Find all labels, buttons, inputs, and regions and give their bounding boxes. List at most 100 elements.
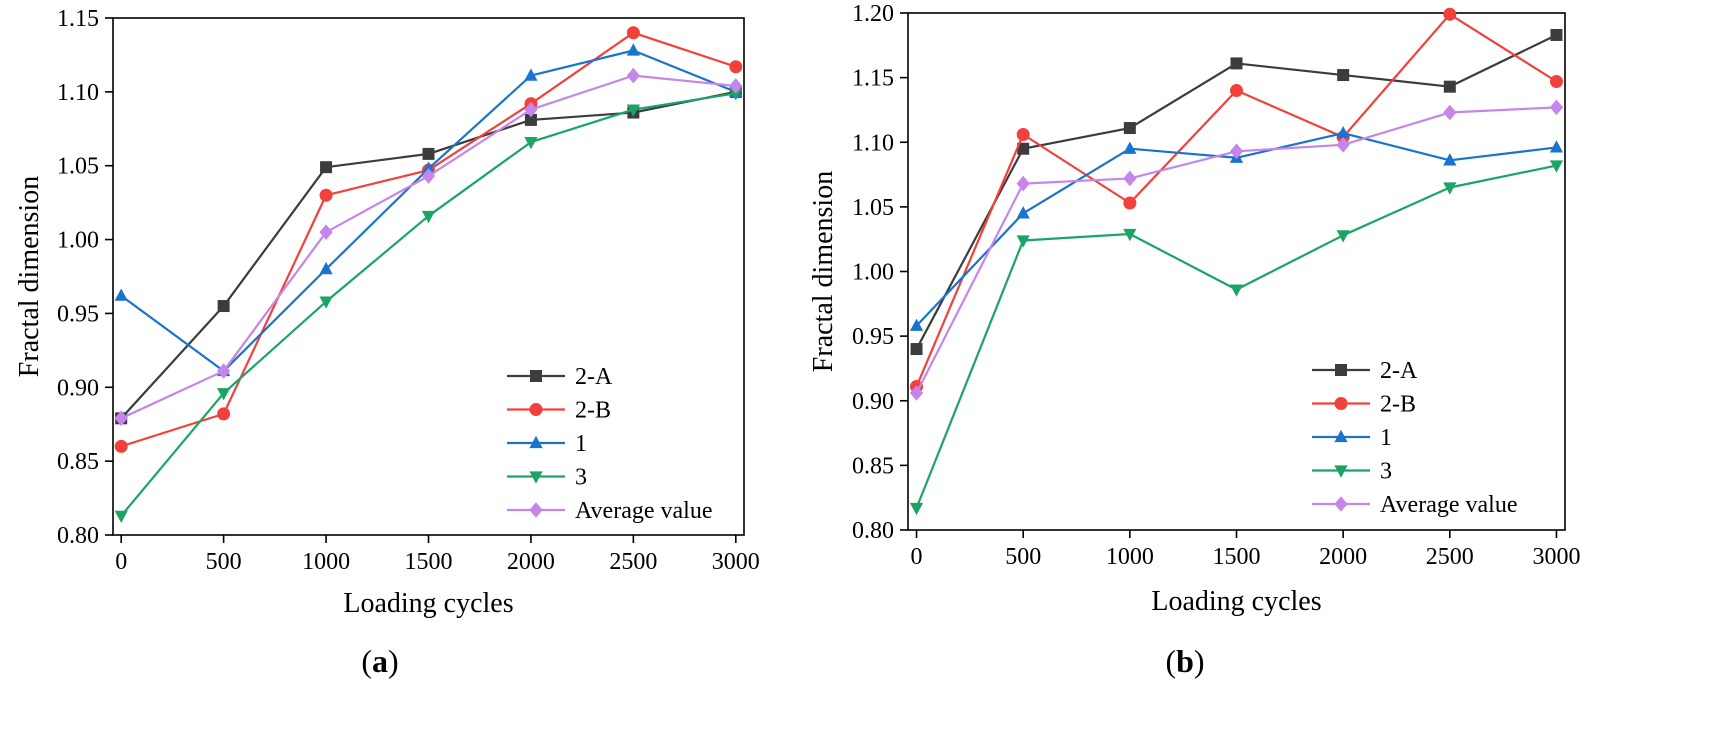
y-tick-label: 0.85 — [852, 453, 894, 479]
y-tick-label: 1.15 — [852, 66, 894, 92]
legend-label: 2-A — [575, 364, 613, 390]
data-point — [319, 224, 333, 240]
data-point — [1549, 140, 1564, 153]
legend-swatch-marker — [529, 502, 543, 518]
data-point — [1337, 69, 1350, 82]
x-tick-label: 2000 — [1319, 544, 1367, 570]
y-tick-label: 1.05 — [852, 195, 894, 221]
data-point — [114, 410, 128, 427]
y-tick-label: 1.05 — [57, 154, 99, 180]
data-point — [1123, 196, 1137, 210]
x-tick-label: 1000 — [302, 549, 350, 575]
data-point — [1016, 206, 1030, 219]
x-tick-label: 1000 — [1106, 544, 1154, 570]
data-point — [217, 363, 231, 379]
x-tick-label: 2000 — [507, 549, 555, 575]
legend-swatch-marker — [1334, 465, 1348, 478]
data-point — [1123, 122, 1136, 135]
legend-swatch-marker — [1335, 364, 1347, 376]
series-line — [915, 13, 1558, 387]
x-tick-label: 0 — [911, 544, 923, 570]
data-point — [1123, 141, 1137, 154]
data-point — [319, 296, 333, 309]
data-point — [1443, 7, 1457, 21]
data-point — [1549, 75, 1563, 89]
panel-label-open: ( — [361, 643, 372, 679]
data-point — [1336, 230, 1350, 243]
series-line — [120, 49, 737, 373]
x-axis-title: Loading cycles — [343, 588, 513, 619]
legend-label: Average value — [575, 498, 712, 524]
data-point — [1549, 160, 1564, 173]
data-point — [1017, 142, 1030, 155]
y-tick-label: 0.95 — [57, 301, 99, 327]
legend-swatch-marker — [1334, 429, 1348, 443]
series-line — [915, 164, 1557, 509]
y-tick-label: 0.80 — [57, 523, 99, 549]
x-tick-label: 2500 — [609, 549, 657, 575]
legend-swatch-marker — [529, 403, 543, 416]
panel-label-open: ( — [1165, 643, 1176, 679]
x-tick-label: 500 — [206, 549, 242, 575]
y-tick-label: 0.95 — [852, 324, 894, 350]
data-point — [1016, 127, 1030, 141]
data-point — [909, 318, 924, 331]
y-tick-label: 0.80 — [852, 518, 894, 544]
y-tick-label: 0.90 — [852, 389, 894, 415]
data-point — [1016, 235, 1030, 248]
y-tick-label: 1.15 — [57, 6, 99, 32]
data-point — [524, 113, 537, 126]
y-axis-title: Fractal dimension — [808, 171, 839, 372]
data-point — [1016, 175, 1030, 192]
data-point — [217, 300, 230, 313]
data-point — [729, 60, 743, 74]
data-point — [1230, 84, 1243, 98]
data-point — [524, 68, 538, 81]
x-tick-label: 2500 — [1426, 544, 1474, 570]
legend-swatch-marker — [530, 370, 542, 382]
data-point — [421, 161, 436, 174]
data-point — [909, 385, 924, 401]
legend-label: Average value — [1380, 492, 1517, 518]
panel-label-letter: a — [372, 643, 388, 679]
x-tick-label: 3000 — [1532, 544, 1580, 570]
legend-swatch-marker — [529, 435, 543, 449]
series-line — [915, 33, 1557, 350]
x-tick-label: 1500 — [405, 549, 453, 575]
y-tick-label: 0.90 — [57, 375, 99, 401]
y-tick-label: 1.10 — [852, 130, 894, 156]
data-point — [626, 43, 640, 56]
chart-panel-a: 0 500 1000 1500 2000 2500 3000 0.80 0.85 0.90 0.95… — [14, 6, 760, 679]
data-point — [1123, 170, 1137, 187]
panel-label: (a) — [361, 643, 398, 679]
data-point — [1443, 104, 1457, 121]
legend-label: 2-B — [1380, 392, 1416, 418]
data-point — [1123, 228, 1137, 242]
data-point — [524, 136, 538, 150]
legend-label: 3 — [575, 465, 587, 491]
legend-swatch-marker — [529, 471, 543, 484]
panel-label-close: ) — [388, 643, 399, 679]
data-point — [909, 502, 924, 516]
legend-swatch-marker — [1334, 397, 1348, 410]
y-tick-label: 1.00 — [57, 228, 99, 254]
x-tick-label: 500 — [1005, 544, 1041, 570]
data-point — [1549, 99, 1564, 116]
data-point — [319, 188, 333, 202]
data-point — [114, 439, 128, 453]
y-tick-label: 1.10 — [57, 80, 99, 106]
data-point — [1230, 57, 1243, 70]
data-point — [114, 288, 128, 301]
data-point — [320, 161, 333, 174]
data-point — [422, 147, 435, 160]
data-point — [729, 78, 743, 94]
x-tick-label: 0 — [115, 549, 127, 575]
data-point — [114, 510, 128, 523]
legend: 2-A 2-B 1 3 Average value — [507, 364, 712, 524]
data-point — [217, 407, 231, 421]
data-point — [626, 26, 640, 40]
x-axis-title: Loading cycles — [1151, 586, 1321, 617]
legend-label: 3 — [1380, 459, 1392, 485]
data-point — [910, 343, 923, 356]
